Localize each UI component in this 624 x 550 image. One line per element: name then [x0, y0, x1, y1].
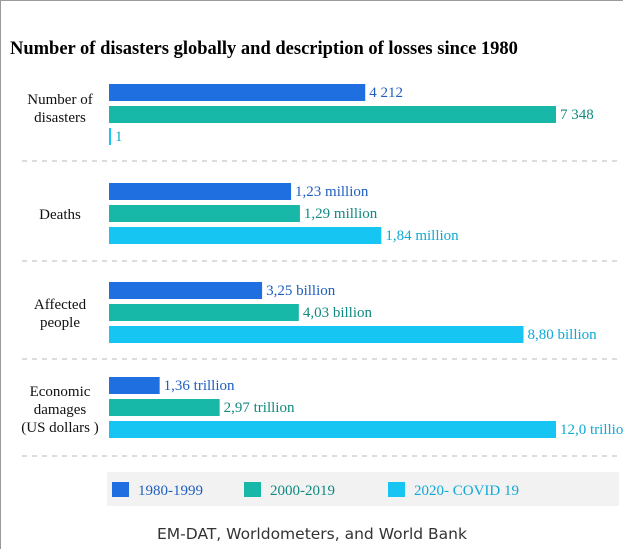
data-label: 1,29 million — [304, 206, 378, 222]
category-label: disasters — [34, 110, 86, 126]
bar — [109, 282, 263, 299]
data-label: 2,97 trillion — [224, 400, 295, 416]
bar — [109, 421, 556, 438]
category-label: Number of — [27, 92, 92, 108]
source-note: EM-DAT, Worldometers, and World Bank — [157, 525, 467, 543]
legend-label: 1980-1999 — [138, 483, 203, 499]
bar — [109, 399, 220, 416]
chart-title: Number of disasters globally and descrip… — [10, 39, 518, 59]
legend-background — [107, 472, 619, 506]
bar — [109, 84, 366, 101]
bar — [109, 106, 556, 123]
data-label: 1,84 million — [385, 228, 459, 244]
legend: 1980-1999 2000-2019 2020- COVID 19 — [112, 482, 519, 499]
data-label: 1 — [115, 129, 123, 145]
legend-label: 2000-2019 — [270, 483, 335, 499]
bar — [109, 227, 382, 244]
category-label: Affected — [34, 297, 87, 313]
category-label: people — [40, 315, 80, 331]
bar — [109, 183, 292, 200]
bar — [109, 205, 300, 222]
data-label: 3,25 billion — [266, 283, 336, 299]
category-label: Economic — [30, 384, 91, 400]
data-label: 1,23 million — [295, 184, 369, 200]
bar — [109, 304, 299, 321]
legend-swatch — [244, 482, 261, 497]
data-label: 4 212 — [369, 85, 403, 101]
category-label: Deaths — [39, 207, 81, 223]
category-label: damages — [34, 402, 87, 418]
bar — [109, 377, 160, 394]
data-label: 7 348 — [560, 107, 594, 123]
data-label: 4,03 billion — [303, 305, 373, 321]
legend-swatch — [112, 482, 129, 497]
legend-label: 2020- COVID 19 — [414, 483, 519, 499]
legend-swatch — [388, 482, 405, 497]
bar — [109, 128, 111, 145]
data-label: 1,36 trillion — [164, 378, 235, 394]
category-label: (US dollars ) — [21, 420, 99, 436]
data-label: 12,0 trillion — [560, 422, 624, 438]
plot-area: Number of disasters 4 212 7 348 1 Deaths 1,23 … — [21, 84, 624, 457]
bar — [109, 326, 524, 343]
data-label: 8,80 billion — [527, 327, 597, 343]
